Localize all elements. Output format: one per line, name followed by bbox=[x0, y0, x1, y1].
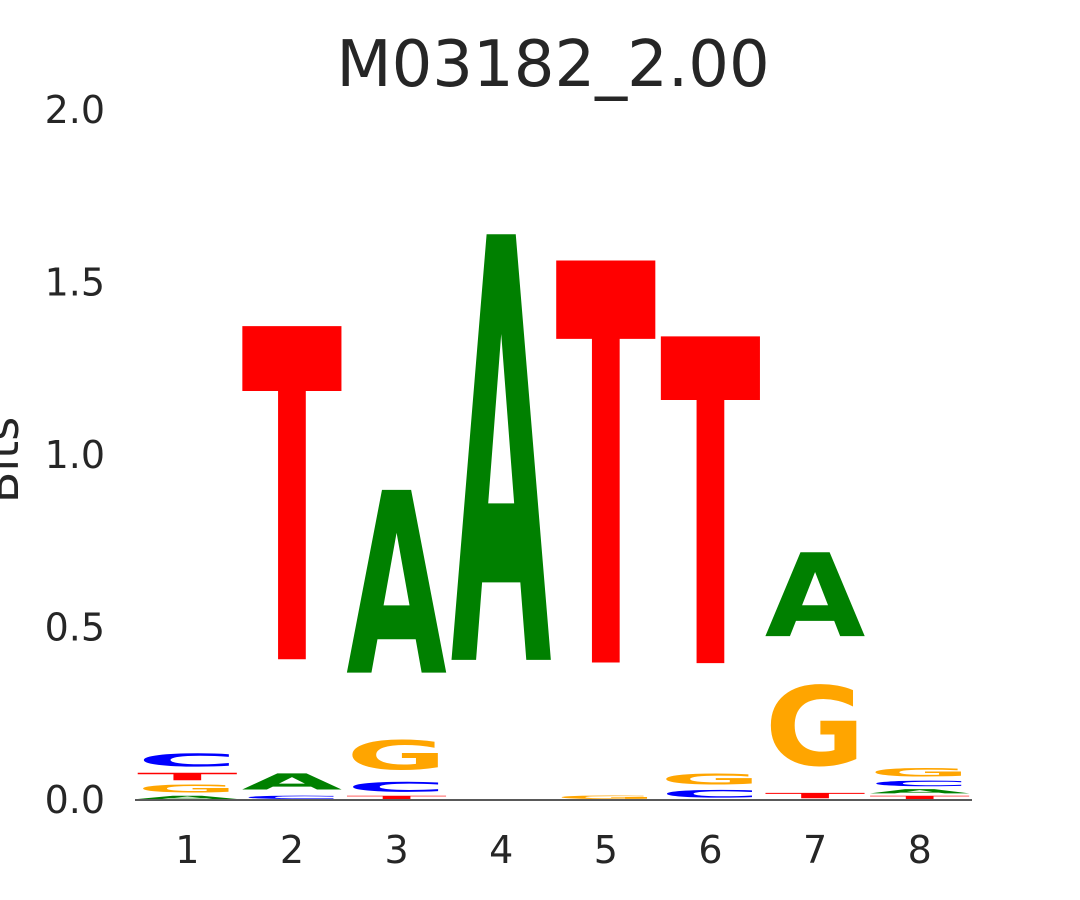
logo-letter-t: T bbox=[137, 771, 238, 783]
x-tick-label: 3 bbox=[384, 828, 408, 872]
x-tick-label: 1 bbox=[175, 828, 199, 872]
logo-letter-a: A bbox=[137, 795, 238, 800]
logo-letter-c: C bbox=[137, 750, 238, 771]
x-tick-label: 4 bbox=[489, 828, 513, 872]
logo-letter-a: A bbox=[869, 788, 970, 795]
x-tick-label: 5 bbox=[594, 828, 618, 872]
logo-letter-c: C bbox=[242, 795, 343, 800]
logo-letter-c: C bbox=[869, 779, 970, 788]
logo-letter-g: G bbox=[869, 765, 970, 779]
logo-letter-t: T bbox=[765, 791, 866, 800]
logo-letter-t: T bbox=[346, 795, 447, 800]
chart-title: M03182_2.00 bbox=[336, 28, 769, 102]
y-tick-label: 0.5 bbox=[45, 606, 105, 650]
logo-letter-g: G bbox=[556, 795, 657, 800]
x-axis-ticks: 1 2 3 4 5 6 7 8 bbox=[175, 828, 932, 872]
logo-letter-g: G bbox=[346, 733, 447, 779]
x-tick-label: 6 bbox=[698, 828, 722, 872]
logo-letter-c: C bbox=[346, 779, 447, 794]
logo-letter-t: T bbox=[869, 795, 970, 800]
x-tick-label: 7 bbox=[803, 828, 827, 872]
logo-letter-a: A bbox=[346, 442, 447, 733]
logo-letter-t: T bbox=[556, 152, 657, 794]
y-axis-ticks: 0.0 0.5 1.0 1.5 2.0 bbox=[45, 88, 105, 822]
logo-letter-g: G bbox=[137, 783, 238, 795]
y-tick-label: 0.0 bbox=[45, 778, 105, 822]
y-tick-label: 2.0 bbox=[45, 88, 105, 132]
logo-letter-c: C bbox=[660, 788, 761, 800]
logo-letter-t: T bbox=[660, 247, 761, 770]
y-tick-label: 1.0 bbox=[45, 433, 105, 477]
logo-letter-a: A bbox=[451, 117, 553, 798]
logo-letter-g: G bbox=[765, 665, 866, 792]
logo-letter-a: A bbox=[765, 529, 866, 663]
y-tick-label: 1.5 bbox=[45, 261, 105, 305]
logo-letter-g: G bbox=[660, 771, 761, 788]
x-tick-label: 8 bbox=[908, 828, 932, 872]
logo-letter-t: T bbox=[242, 237, 343, 769]
logo-letter-a: A bbox=[242, 769, 343, 795]
y-axis-label: Bits bbox=[0, 417, 29, 503]
x-tick-label: 2 bbox=[280, 828, 304, 872]
